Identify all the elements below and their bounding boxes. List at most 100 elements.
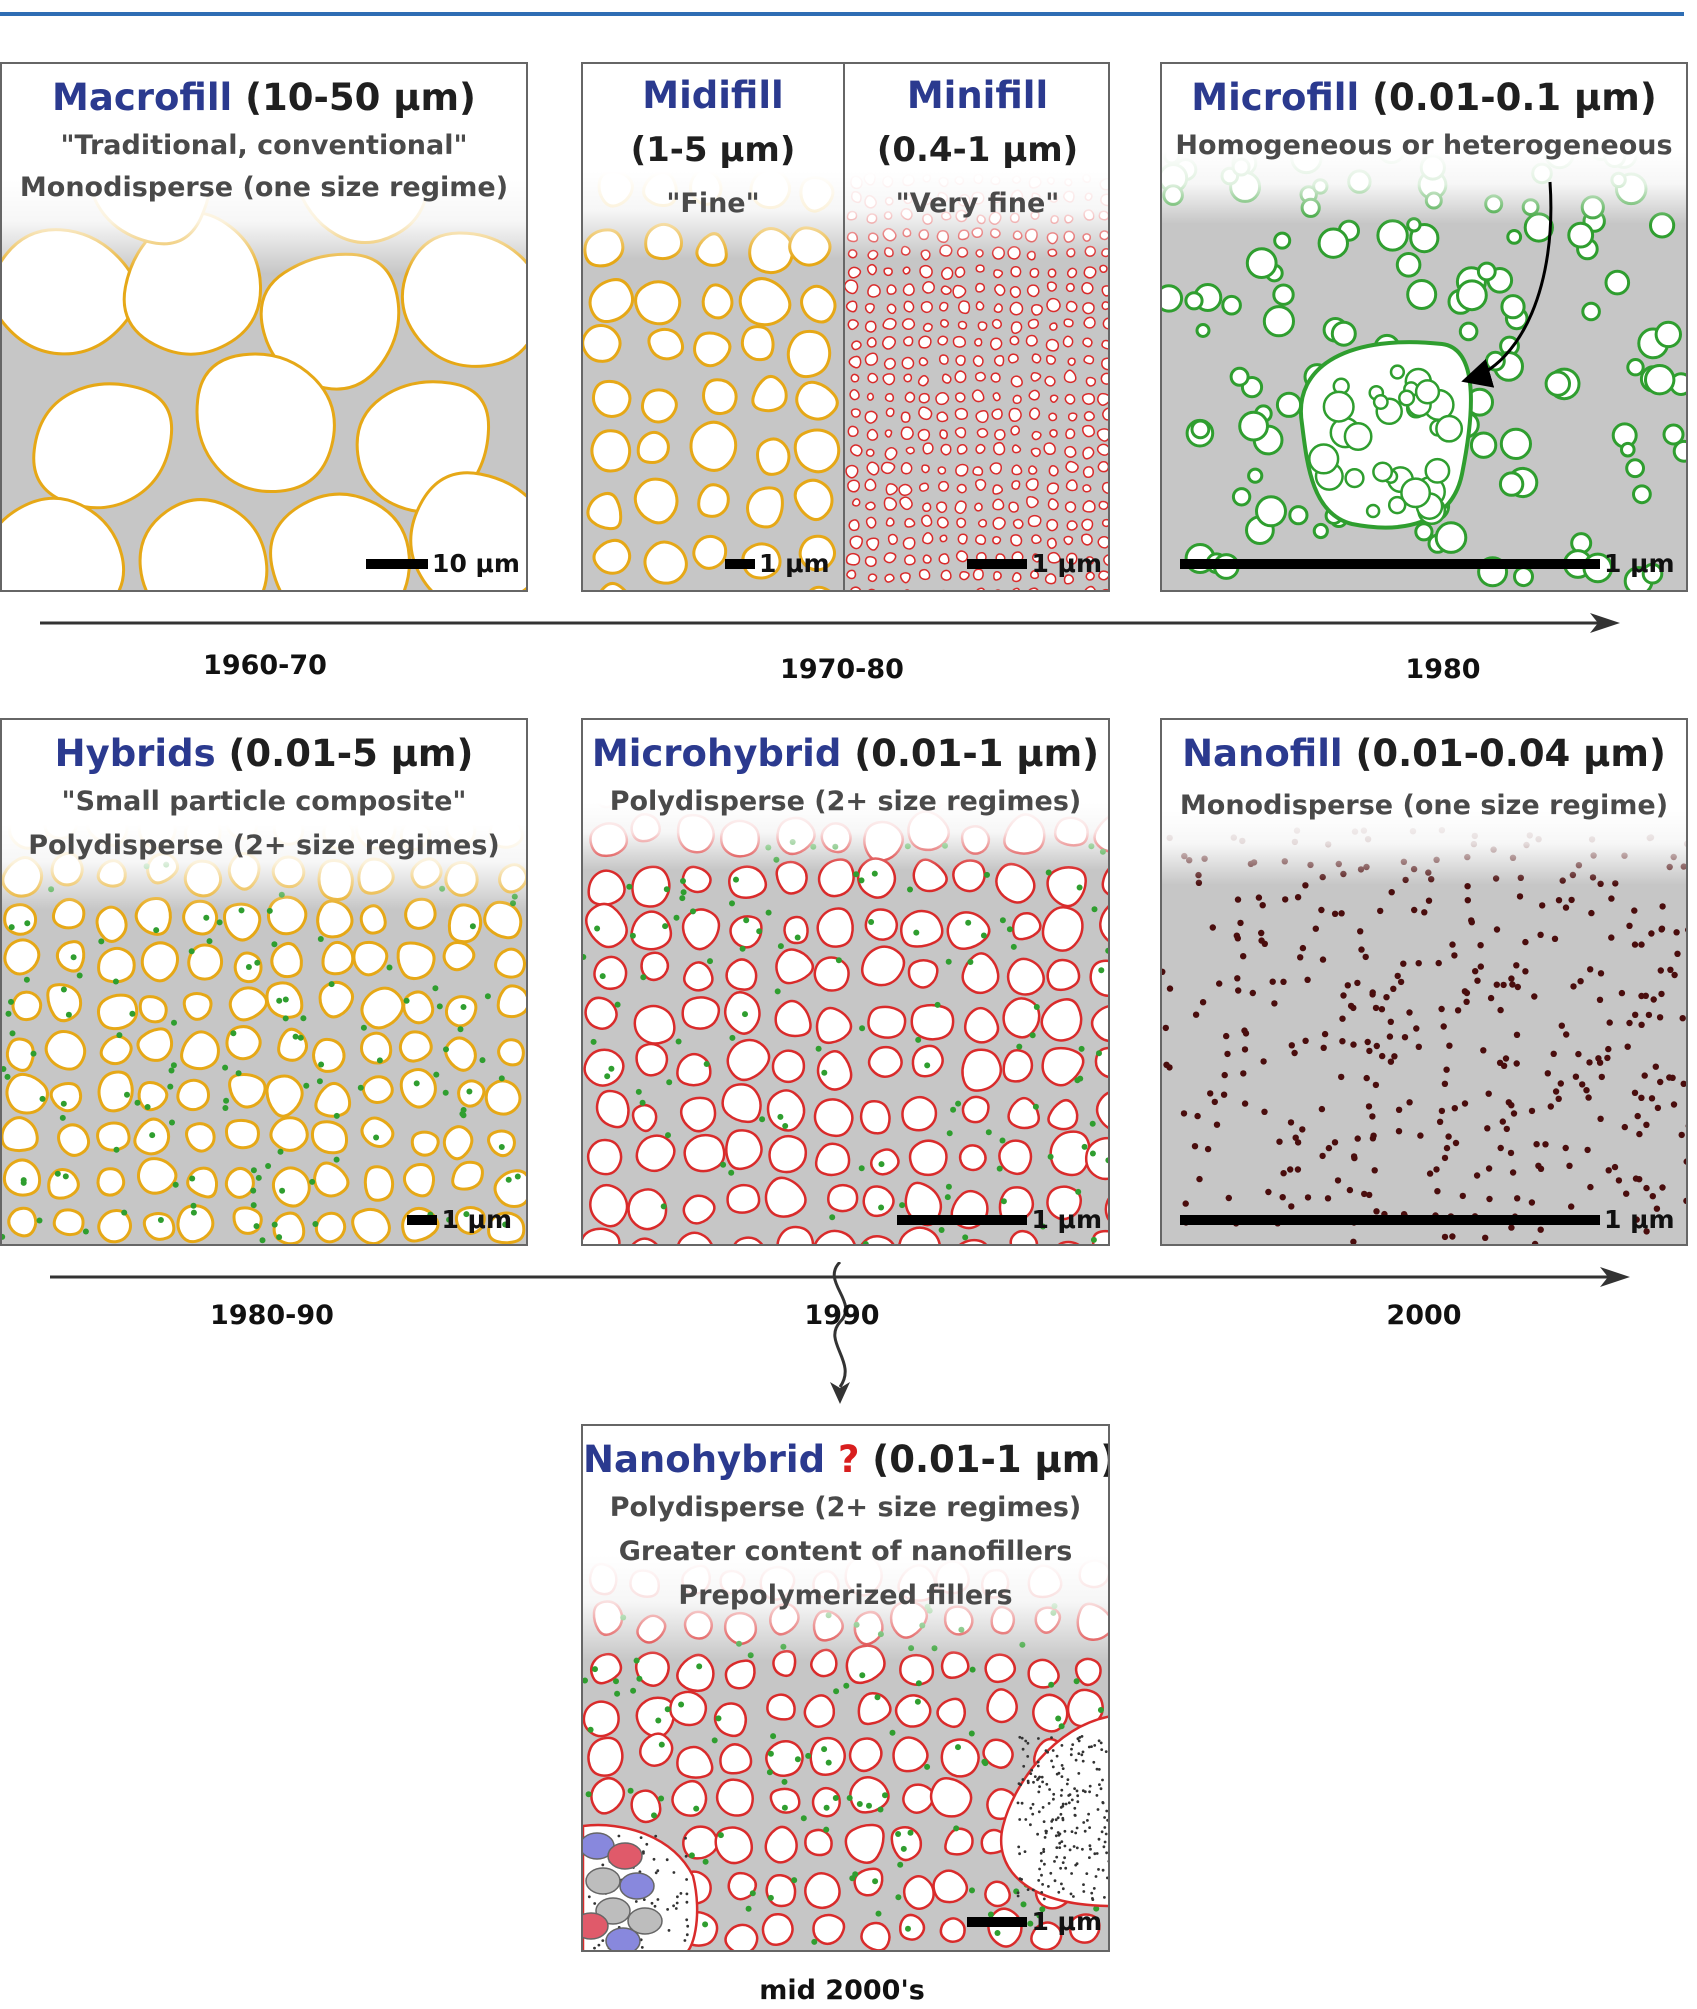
hybrid-nanofiller [271,941,278,948]
microhybrid-particle [1099,905,1108,942]
hybrid-nanofiller [282,996,289,1003]
nanocluster-dot [1060,1744,1064,1747]
hybrid-particle [46,983,83,1023]
nano-particle [1211,1098,1218,1106]
mini-particle [1064,178,1073,187]
hybrid-nanofiller [121,1209,128,1216]
nanocluster-dot [1106,1818,1108,1822]
nanohybrid-desc-1: Polydisperse (2+ size regimes) [609,1492,1082,1523]
nano-particle [1335,860,1342,868]
nano-particle [1351,828,1359,835]
nano-particle [1276,1138,1283,1145]
nano-particle [1497,1006,1504,1014]
nanohybrid-nanofiller [780,1643,787,1650]
nano-particle [1684,840,1686,847]
mini-particle [939,429,948,440]
microfill-particle [1620,441,1636,458]
microfill-particle [1610,171,1627,189]
nano-particle [1415,960,1422,967]
mini-particle [954,392,966,403]
nano-particle [1438,827,1446,834]
nano-particle [1400,960,1407,967]
microhybrid-nanofiller [938,1227,945,1233]
midi-particle [640,388,678,424]
microfill-particle [1406,217,1422,233]
mini-particle [1063,574,1075,585]
nanocluster-dot [1031,1888,1035,1892]
nanocluster-dot [1095,1767,1099,1771]
microhybrid-particle [719,819,761,858]
hybrid-nanofiller [316,1078,323,1085]
prepolymer-dot [676,1895,679,1899]
mini-particle [975,248,984,258]
nano-particle [1499,1118,1506,1125]
nano-particle [1531,993,1538,1000]
year-label-1980: 1980 [1405,654,1481,685]
microhybrid-nanofiller [810,843,817,850]
nano-particle [1569,871,1577,879]
nano-particle [1632,1011,1639,1018]
nanohybrid-nanofiller [620,1614,627,1621]
mini-particle [918,406,933,421]
nano-particle [1474,977,1481,984]
nano-particle [1659,903,1666,910]
midifill-title: Midifill [642,74,784,117]
mini-particle [992,484,1004,495]
microhybrid-particle [816,1050,853,1091]
year-label-2000: 2000 [1386,1300,1462,1331]
microfill-particle [1484,194,1504,214]
nanohybrid-particle [676,1653,715,1693]
nano-particle [1166,985,1174,992]
hybrid-particle [359,904,387,935]
hybrid-nanofiller [4,1073,11,1080]
microhybrid-nanofiller [743,917,750,924]
mini-particle [902,283,915,296]
nano-particle [1596,996,1604,1003]
nano-particle [1587,1183,1594,1191]
prepolymer-dot [653,1904,657,1908]
nanocluster-dot [1050,1820,1054,1823]
nano-particle [1162,968,1166,975]
hybrid-nanofiller [190,1202,197,1209]
microhybrid-particle [900,909,944,948]
nano-particle [1438,1107,1446,1115]
nano-particle [1281,858,1288,865]
nano-particle [1234,975,1241,982]
microhybrid-particle [1049,1130,1091,1177]
nano-particle [1426,1170,1434,1177]
mini-particle [959,571,970,581]
nano-particle [1497,1144,1504,1152]
prepolymer-dot [639,1836,643,1839]
hybrid-particle [142,1211,176,1241]
nano-particle [1438,1005,1445,1013]
nanocluster-dot [1016,1891,1020,1895]
nano-particle [1265,1188,1272,1196]
nanocluster-dot [1088,1790,1091,1794]
midi-particle [588,278,635,324]
nanocluster-dot [1019,1783,1023,1787]
nano-particle [1575,862,1583,869]
mini-particle [881,335,896,350]
mini-particle [867,249,879,261]
nanocluster-dot [1083,1829,1087,1833]
microhybrid-particle [630,910,673,951]
nanocluster-dot [1086,1819,1089,1822]
microhybrid-particle [1003,813,1046,855]
microfill-particle [1275,391,1303,418]
hybrid-nanofiller [282,1015,289,1022]
nanohybrid-nanofiller [953,1825,960,1832]
microfill-particle [1330,320,1357,347]
hybrid-nanofiller [238,907,245,914]
nanohybrid-nanofiller [702,1921,709,1928]
nano-particle [1402,876,1409,884]
microfill-particle [1190,419,1211,440]
mini-particle [993,269,1004,279]
nanohybrid-desc-2: Greater content of nanofillers [618,1536,1073,1567]
hybrid-nanofiller [216,919,223,926]
nanocluster-dot [1080,1753,1084,1757]
nano-particle [1299,1126,1306,1133]
mini-particle [1096,443,1108,456]
nanohybrid-nanofiller [889,1729,896,1736]
nanocluster-dot [1090,1745,1093,1748]
microhybrid-particle [583,1048,625,1087]
